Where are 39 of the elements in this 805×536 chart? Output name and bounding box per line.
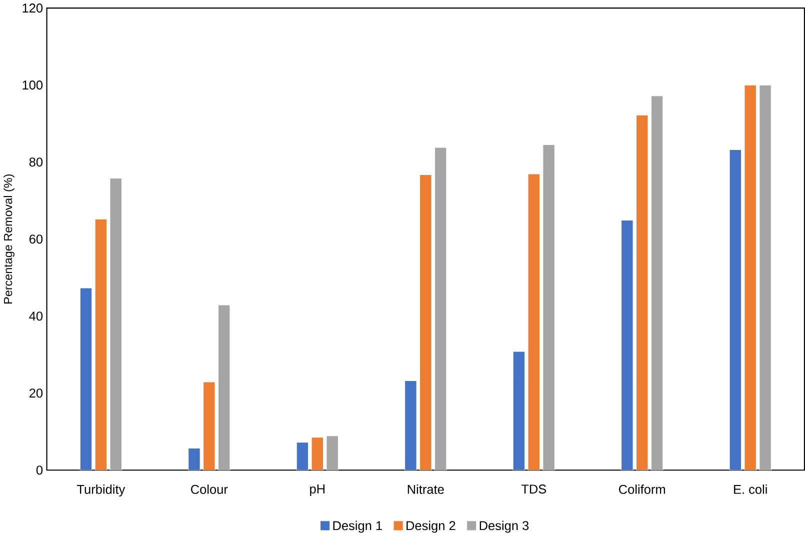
bar [434,147,447,470]
bar [528,174,540,470]
x-tick-label: Nitrate [408,484,444,494]
y-tick-label: 40 [29,312,43,321]
x-tick-label: TDS [521,484,546,494]
y-tick-label: 20 [29,388,43,398]
y-tick-label: 80 [29,158,43,167]
bar [744,84,756,470]
x-tick-label: Turbidity [76,484,126,496]
y-tick-label: 0 [36,466,43,475]
y-tick-label: 120 [22,4,43,13]
x-tick-label: Colour [191,484,228,494]
bar [296,442,309,470]
bar [636,114,648,470]
bar [311,437,324,470]
bar [419,174,432,470]
legend-label: Design 3 [480,520,529,533]
bar [404,380,417,470]
bar [621,220,634,470]
bar [512,351,526,470]
y-axis-title: Percentage Removal (%) [4,174,14,304]
bar [218,304,230,470]
bar [542,144,555,470]
bar [110,178,122,470]
x-tick-label: Coliform [619,484,665,494]
y-tick-label: 60 [30,234,43,244]
legend-label: Design 1 [333,520,382,533]
bar [729,150,742,470]
bar [326,436,338,470]
bar [94,218,108,470]
bar [80,288,92,470]
bar [759,84,772,470]
y-tick-label: 100 [22,80,43,90]
x-tick-label: E. coli [734,484,767,494]
legend-label: Design 2 [406,520,456,533]
bar [188,448,200,470]
bar [203,382,216,470]
x-tick-label: pH [310,484,324,496]
bar [650,96,664,470]
